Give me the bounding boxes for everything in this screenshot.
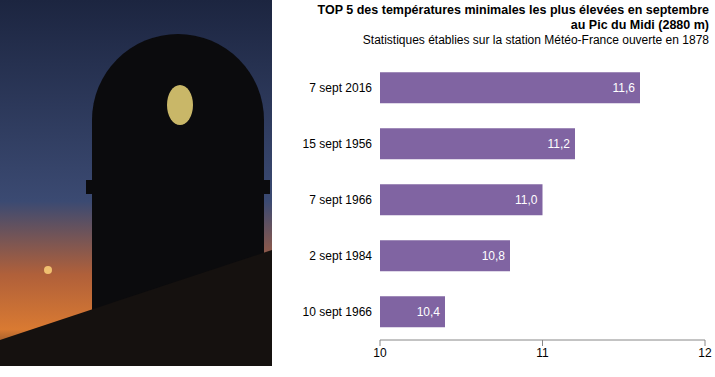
html-text:TOP 5 des températures minimal: TOP 5 des températures minimales les plu… [317, 3, 709, 17]
svg-text:11,6: 11,6 [613, 81, 636, 95]
svg-text:15 sept 1956: 15 sept 1956 [303, 137, 373, 151]
svg-text:12: 12 [698, 346, 712, 360]
svg-text:11: 11 [536, 346, 549, 360]
svg-text:11,0: 11,0 [515, 193, 538, 207]
html-text:au Pic du Midi (2880 m): au Pic du Midi (2880 m) [570, 18, 709, 32]
svg-text:11,2: 11,2 [548, 137, 571, 151]
svg-text:10,4: 10,4 [417, 305, 441, 319]
svg-text:10,8: 10,8 [482, 249, 506, 263]
svg-text:10 sept 1966: 10 sept 1966 [303, 305, 373, 319]
svg-text:2 sept 1984: 2 sept 1984 [309, 249, 372, 263]
svg-text:7 sept 1966: 7 sept 1966 [309, 193, 372, 207]
svg-text:7 sept 2016: 7 sept 2016 [309, 81, 372, 95]
html-text:Statistiques établies sur la s: Statistiques établies sur la station Mét… [362, 33, 709, 47]
svg-text:10: 10 [373, 346, 387, 360]
